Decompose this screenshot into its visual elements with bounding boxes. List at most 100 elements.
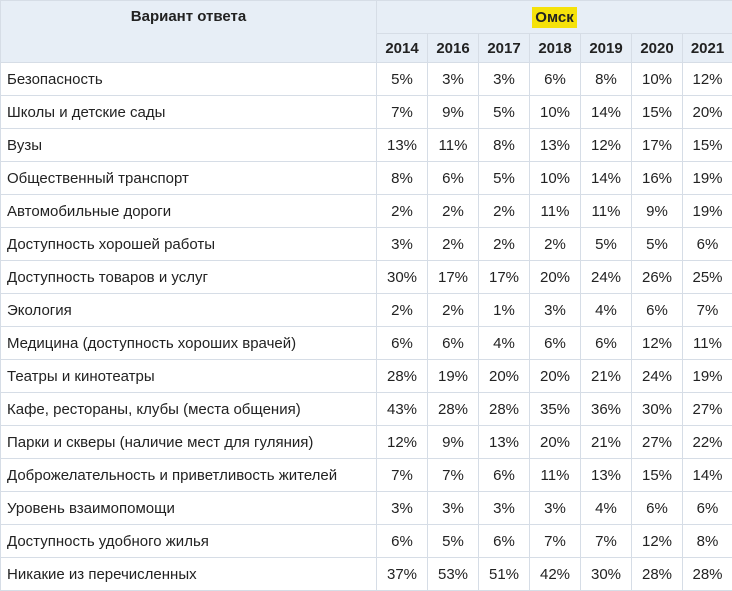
value-cell: 17% <box>631 128 683 162</box>
value-cell: 6% <box>376 524 428 558</box>
value-cell: 12% <box>631 326 683 360</box>
value-cell: 2% <box>529 227 581 261</box>
value-cell: 19% <box>681 161 732 195</box>
year-header-2017: 2017 <box>478 33 530 63</box>
value-cell: 14% <box>580 161 632 195</box>
row-label: Безопасность <box>0 62 377 96</box>
value-cell: 7% <box>681 293 732 327</box>
value-cell: 25% <box>681 260 732 294</box>
row-label: Автомобильные дороги <box>0 194 377 228</box>
value-cell: 13% <box>580 458 632 492</box>
value-cell: 22% <box>681 425 732 459</box>
value-cell: 27% <box>681 392 732 426</box>
value-cell: 36% <box>580 392 632 426</box>
value-cell: 6% <box>681 227 732 261</box>
value-cell: 20% <box>529 359 581 393</box>
value-cell: 11% <box>529 194 581 228</box>
value-cell: 12% <box>580 128 632 162</box>
value-cell: 4% <box>478 326 530 360</box>
value-cell: 17% <box>478 260 530 294</box>
table-row: Кафе, рестораны, клубы (места общения) 43… <box>0 392 732 426</box>
value-cell: 5% <box>580 227 632 261</box>
answer-column-header: Вариант ответа <box>0 0 377 63</box>
year-header-2020: 2020 <box>631 33 683 63</box>
value-cell: 9% <box>427 95 479 129</box>
value-cell: 10% <box>529 95 581 129</box>
value-cell: 21% <box>580 425 632 459</box>
table-row: Безопасность 5% 3% 3% 6% 8% 10% 12% <box>0 62 732 96</box>
table-row: Вузы 13% 11% 8% 13% 12% 17% 15% <box>0 128 732 162</box>
year-header-2018: 2018 <box>529 33 581 63</box>
value-cell: 24% <box>580 260 632 294</box>
value-cell: 6% <box>631 293 683 327</box>
table-row: Уровень взаимопомощи 3% 3% 3% 3% 4% 6% 6% <box>0 491 732 525</box>
value-cell: 15% <box>681 128 732 162</box>
year-header-2019: 2019 <box>580 33 632 63</box>
value-cell: 9% <box>631 194 683 228</box>
row-label: Экология <box>0 293 377 327</box>
row-label: Кафе, рестораны, клубы (места общения) <box>0 392 377 426</box>
value-cell: 17% <box>427 260 479 294</box>
value-cell: 3% <box>427 62 479 96</box>
value-cell: 5% <box>478 95 530 129</box>
table-row: Никакие из перечисленных 37% 53% 51% 42% 30% 2… <box>0 557 732 591</box>
value-cell: 20% <box>478 359 530 393</box>
value-cell: 5% <box>631 227 683 261</box>
value-cell: 9% <box>427 425 479 459</box>
table-row: Школы и детские сады 7% 9% 5% 10% 14% 15% 20% <box>0 95 732 129</box>
row-label: Доброжелательность и приветливость жител… <box>0 458 377 492</box>
value-cell: 19% <box>681 194 732 228</box>
value-cell: 10% <box>631 62 683 96</box>
row-label: Уровень взаимопомощи <box>0 491 377 525</box>
value-cell: 6% <box>631 491 683 525</box>
value-cell: 5% <box>478 161 530 195</box>
table-body: Безопасность 5% 3% 3% 6% 8% 10% 12% Школы и детс… <box>0 62 732 591</box>
value-cell: 6% <box>478 458 530 492</box>
value-cell: 8% <box>376 161 428 195</box>
row-label: Школы и детские сады <box>0 95 377 129</box>
value-cell: 26% <box>631 260 683 294</box>
value-cell: 3% <box>478 491 530 525</box>
value-cell: 30% <box>631 392 683 426</box>
table-row: Доступность удобного жилья 6% 5% 6% 7% 7% 12% 8… <box>0 524 732 558</box>
value-cell: 28% <box>478 392 530 426</box>
value-cell: 11% <box>427 128 479 162</box>
value-cell: 6% <box>376 326 428 360</box>
value-cell: 51% <box>478 557 530 591</box>
row-label: Парки и скверы (наличие мест для гуляния… <box>0 425 377 459</box>
row-label: Общественный транспорт <box>0 161 377 195</box>
value-cell: 7% <box>376 458 428 492</box>
year-header-2016: 2016 <box>427 33 479 63</box>
row-label: Никакие из перечисленных <box>0 557 377 591</box>
value-cell: 3% <box>427 491 479 525</box>
value-cell: 7% <box>529 524 581 558</box>
value-cell: 1% <box>478 293 530 327</box>
value-cell: 28% <box>631 557 683 591</box>
year-header-row: 2014 2016 2017 2018 2019 2020 2021 <box>1 33 732 63</box>
row-label: Вузы <box>0 128 377 162</box>
value-cell: 21% <box>580 359 632 393</box>
value-cell: 3% <box>376 491 428 525</box>
value-cell: 6% <box>427 161 479 195</box>
value-cell: 4% <box>580 293 632 327</box>
table-row: Автомобильные дороги 2% 2% 2% 11% 11% 9% 19% <box>0 194 732 228</box>
table-row: Театры и кинотеатры 28% 19% 20% 20% 21% 24% 19% <box>0 359 732 393</box>
city-label: Омск <box>532 6 577 28</box>
row-label: Доступность удобного жилья <box>0 524 377 558</box>
value-cell: 3% <box>478 62 530 96</box>
table-row: Доступность хорошей работы 3% 2% 2% 2% 5% 5% 6% <box>0 227 732 261</box>
table-row: Парки и скверы (наличие мест для гуляния… <box>0 425 732 459</box>
value-cell: 53% <box>427 557 479 591</box>
value-cell: 19% <box>681 359 732 393</box>
value-cell: 30% <box>376 260 428 294</box>
value-cell: 43% <box>376 392 428 426</box>
value-cell: 4% <box>580 491 632 525</box>
value-cell: 7% <box>580 524 632 558</box>
value-cell: 20% <box>681 95 732 129</box>
table-row: Медицина (доступность хороших врачей) 6% 6… <box>0 326 732 360</box>
value-cell: 3% <box>529 293 581 327</box>
value-cell: 10% <box>529 161 581 195</box>
value-cell: 2% <box>427 194 479 228</box>
value-cell: 30% <box>580 557 632 591</box>
value-cell: 14% <box>681 458 732 492</box>
